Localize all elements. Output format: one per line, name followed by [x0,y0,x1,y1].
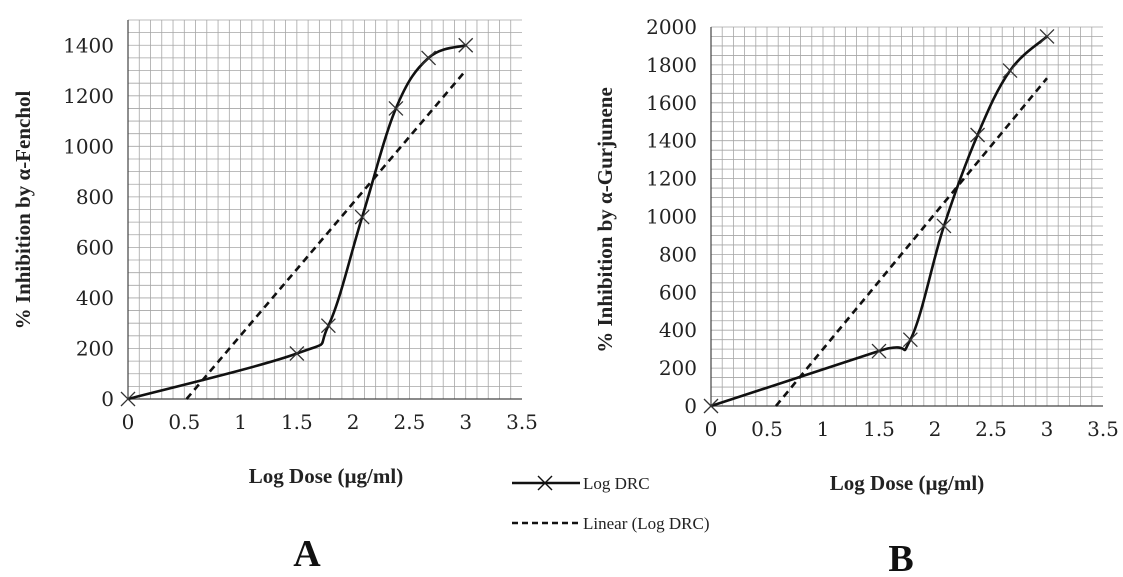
marker-stroke [388,100,404,116]
x-tick-label: 3 [1041,417,1054,441]
data-point-x-marker [289,346,305,361]
y-tick-label: 1000 [63,134,114,158]
y-tick-label: 1400 [646,129,697,153]
x-tick-label: 3 [459,410,472,434]
y-tick-label: 1600 [646,91,697,115]
data-point-x-marker [902,332,918,348]
x-axis-title-b: Log Dose (µg/ml) [830,471,984,495]
y-tick-label: 0 [101,387,114,411]
series-group-b [703,29,1055,414]
x-tick-label: 2 [347,410,360,434]
data-point-x-marker [1002,63,1018,79]
marker-stroke [936,218,952,234]
y-tick-labels-b: 0 200 400 600 800 1000 1200 1400 1600 1800 2000 [646,15,697,418]
y-axis-title-a: % Inhibition by α-Fenchol [11,90,35,329]
y-tick-label: 200 [659,356,697,380]
y-tick-label: 400 [659,318,697,342]
y-tick-label: 400 [76,286,114,310]
x-tick-labels-b: 0 0.5 1 1.5 2 2.5 3 3.5 [705,417,1119,441]
log-drc-line [710,35,1048,408]
data-point-x-marker [871,343,887,359]
x-tick-label: 0 [122,410,135,434]
data-point-x-marker [388,100,404,116]
y-axis-title-b: % Inhibition by α-Gurjunene [593,87,617,353]
linear-trendline [774,77,1049,407]
x-tick-label: 3.5 [1087,417,1119,441]
data-point-x-marker [421,50,437,66]
x-tick-label: 2 [929,417,942,441]
legend-item-log-drc: Log DRC [512,474,650,493]
x-tick-label: 1 [234,410,247,434]
marker-stroke [458,37,474,53]
x-tick-label: 1 [817,417,830,441]
data-point-x-marker [970,127,986,143]
x-tick-label: 1.5 [863,417,895,441]
y-tick-label: 1800 [646,53,697,77]
marker-stroke [354,209,370,225]
legend: Log DRC Linear (Log DRC) [512,474,710,533]
marker-stroke [289,346,305,361]
chart-panel-a: 0 0.5 1 1.5 2 2.5 3 3.5 0 200 400 600 800 1000 1200 14… [11,19,538,575]
marker-stroke [703,398,719,414]
x-tick-label: 0 [705,417,718,441]
grid-a [128,19,522,399]
marker-stroke [120,391,136,407]
x-tick-label: 2.5 [975,417,1007,441]
y-tick-label: 800 [76,185,114,209]
series-group-a [120,37,474,407]
data-point-x-marker [703,398,719,414]
data-point-x-marker [458,37,474,53]
data-point-x-marker [1039,29,1055,44]
y-tick-label: 600 [659,280,697,304]
x-tick-label: 0.5 [751,417,783,441]
y-tick-label: 0 [684,394,697,418]
x-tick-label: 2.5 [394,410,426,434]
data-point-x-marker [936,218,952,234]
x-tick-label: 1.5 [281,410,313,434]
x-axis-title-a: Log Dose (µg/ml) [249,464,403,488]
chart-panel-b: 0 0.5 1 1.5 2 2.5 3 3.5 0 200 400 600 800 1000 1200 14… [593,15,1119,577]
y-tick-label: 1000 [646,205,697,229]
marker-stroke [871,343,887,359]
y-tick-label: 1200 [63,84,114,108]
legend-label-log-drc: Log DRC [583,474,650,493]
y-tick-label: 600 [76,235,114,259]
marker-stroke [970,127,986,143]
legend-marker-x-icon [537,475,553,491]
marker-stroke [1002,63,1018,79]
y-tick-label: 1400 [63,33,114,57]
y-tick-labels-a: 0 200 400 600 800 1000 1200 1400 [63,33,114,411]
data-point-x-marker [120,391,136,407]
data-point-x-marker [354,209,370,225]
legend-item-linear: Linear (Log DRC) [512,514,710,533]
data-point-x-marker [320,318,336,334]
y-tick-label: 1200 [646,167,697,191]
x-tick-label: 3.5 [506,410,538,434]
x-tick-label: 0.5 [168,410,200,434]
legend-label-linear: Linear (Log DRC) [583,514,710,533]
axes-a [127,20,522,400]
panel-label-b: B [888,538,913,577]
y-tick-label: 2000 [646,15,697,39]
marker-stroke [320,318,336,334]
marker-stroke [421,50,437,66]
x-tick-labels-a: 0 0.5 1 1.5 2 2.5 3 3.5 [122,410,538,434]
marker-stroke [902,332,918,348]
marker-stroke [1039,29,1055,44]
y-tick-label: 200 [76,336,114,360]
y-tick-label: 800 [659,242,697,266]
panel-label-a: A [293,533,321,575]
grid-b [711,26,1103,406]
